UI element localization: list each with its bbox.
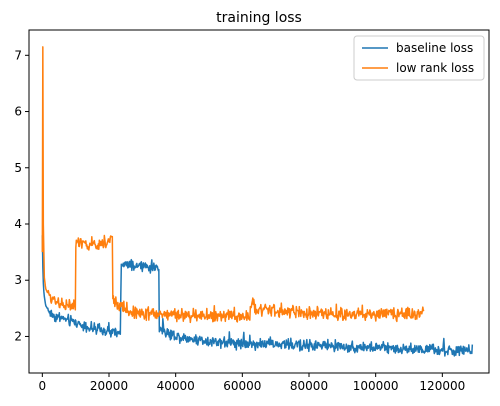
legend-label: low rank loss xyxy=(396,61,474,75)
x-tick-label: 40000 xyxy=(157,379,195,393)
legend-box xyxy=(353,35,485,81)
y-tick-label: 5 xyxy=(14,161,22,175)
axes-frame xyxy=(28,29,490,374)
x-tick-label: 0 xyxy=(39,379,47,393)
plot-area xyxy=(41,46,474,357)
y-tick-label: 6 xyxy=(14,105,22,119)
axes: 0 20000 40000 60000 80000 100000 120000 2 3 4 5 6 7 xyxy=(14,29,490,393)
y-tick-label: 4 xyxy=(14,217,22,231)
x-tick-label: 80000 xyxy=(290,379,328,393)
legend-label: baseline loss xyxy=(396,41,473,55)
x-tick-label: 100000 xyxy=(353,379,399,393)
x-tick-label: 60000 xyxy=(223,379,261,393)
series-line-baseline-loss xyxy=(41,235,474,357)
y-tick-label: 3 xyxy=(14,273,22,287)
x-tick-label: 20000 xyxy=(90,379,128,393)
y-tick-label: 2 xyxy=(14,329,22,343)
legend: baseline loss low rank loss xyxy=(353,35,485,81)
x-tick-label: 120000 xyxy=(419,379,465,393)
y-tick-label: 7 xyxy=(14,48,22,62)
chart-title: training loss xyxy=(216,10,302,26)
series-line-low-rank-loss xyxy=(41,46,425,324)
